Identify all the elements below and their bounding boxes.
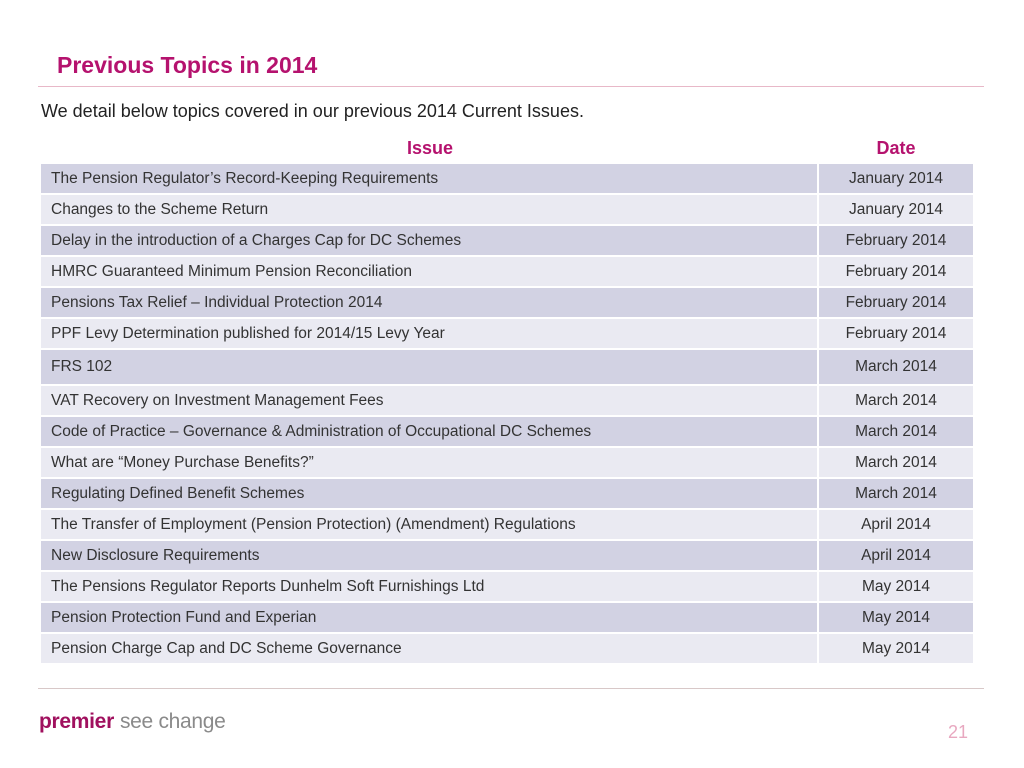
date-cell: February 2014 <box>819 288 973 319</box>
date-cell: March 2014 <box>819 386 973 417</box>
date-cell: February 2014 <box>819 226 973 257</box>
date-cell: April 2014 <box>819 510 973 541</box>
issue-cell: FRS 102 <box>41 350 819 386</box>
table-row: The Transfer of Employment (Pension Prot… <box>41 510 973 541</box>
header-date: Date <box>876 137 916 158</box>
date-cell: February 2014 <box>819 257 973 288</box>
logo-strong-text: premier <box>39 710 114 733</box>
footer-divider <box>38 688 984 689</box>
issue-cell: Code of Practice – Governance & Administ… <box>41 417 819 448</box>
date-cell: May 2014 <box>819 603 973 634</box>
table-row: What are “Money Purchase Benefits?” March… <box>41 448 973 479</box>
issue-cell: HMRC Guaranteed Minimum Pension Reconcil… <box>41 257 819 288</box>
issue-cell: VAT Recovery on Investment Management Fe… <box>41 386 819 417</box>
table-row: PPF Levy Determination published for 201… <box>41 319 973 350</box>
date-cell: January 2014 <box>819 164 973 195</box>
intro-text: We detail below topics covered in our pr… <box>41 101 584 121</box>
date-cell: January 2014 <box>819 195 973 226</box>
table-row: Delay in the introduction of a Charges C… <box>41 226 973 257</box>
premier-logo: premier see change <box>39 710 226 734</box>
table-row: Pensions Tax Relief – Individual Protect… <box>41 288 973 319</box>
table-row: HMRC Guaranteed Minimum Pension Reconcil… <box>41 257 973 288</box>
topics-table: Issue Date The Pension Regulator’s Recor… <box>41 132 973 665</box>
topics-table-container: Issue Date The Pension Regulator’s Recor… <box>41 132 973 665</box>
table-row: Pension Charge Cap and DC Scheme Governa… <box>41 634 973 665</box>
table-row: Changes to the Scheme Return January 2014 <box>41 195 973 226</box>
page-number: 21 <box>947 722 968 742</box>
issue-cell: PPF Levy Determination published for 201… <box>41 319 819 350</box>
issue-cell: New Disclosure Requirements <box>41 541 819 572</box>
table-row: The Pension Regulator’s Record-Keeping R… <box>41 164 973 195</box>
issue-cell: The Transfer of Employment (Pension Prot… <box>41 510 819 541</box>
issue-cell: The Pension Regulator’s Record-Keeping R… <box>41 164 819 195</box>
issue-cell: The Pensions Regulator Reports Dunhelm S… <box>41 572 819 603</box>
issue-cell: Pensions Tax Relief – Individual Protect… <box>41 288 819 319</box>
header-issue: Issue <box>406 137 454 158</box>
table-row: VAT Recovery on Investment Management Fe… <box>41 386 973 417</box>
table-body: The Pension Regulator’s Record-Keeping R… <box>41 164 973 665</box>
table-row: Regulating Defined Benefit Schemes March … <box>41 479 973 510</box>
table-row: Code of Practice – Governance & Administ… <box>41 417 973 448</box>
table-row: The Pensions Regulator Reports Dunhelm S… <box>41 572 973 603</box>
date-cell: March 2014 <box>819 417 973 448</box>
date-cell: February 2014 <box>819 319 973 350</box>
issue-cell: Delay in the introduction of a Charges C… <box>41 226 819 257</box>
date-cell: March 2014 <box>819 479 973 510</box>
issue-cell: Pension Charge Cap and DC Scheme Governa… <box>41 634 819 665</box>
table-row: Pension Protection Fund and Experian May … <box>41 603 973 634</box>
date-cell: March 2014 <box>819 448 973 479</box>
title-divider <box>38 86 984 87</box>
table-header-row: Issue Date <box>41 132 973 164</box>
date-cell: April 2014 <box>819 541 973 572</box>
logo-light-text: see change <box>119 710 226 733</box>
date-cell: March 2014 <box>819 350 973 386</box>
date-cell: May 2014 <box>819 572 973 603</box>
date-cell: May 2014 <box>819 634 973 665</box>
issue-cell: What are “Money Purchase Benefits?” <box>41 448 819 479</box>
issue-cell: Regulating Defined Benefit Schemes <box>41 479 819 510</box>
table-row: FRS 102 March 2014 <box>41 350 973 386</box>
issue-cell: Pension Protection Fund and Experian <box>41 603 819 634</box>
table-row: New Disclosure Requirements April 2014 <box>41 541 973 572</box>
issue-cell: Changes to the Scheme Return <box>41 195 819 226</box>
page-title: Previous Topics in 2014 <box>57 52 318 78</box>
